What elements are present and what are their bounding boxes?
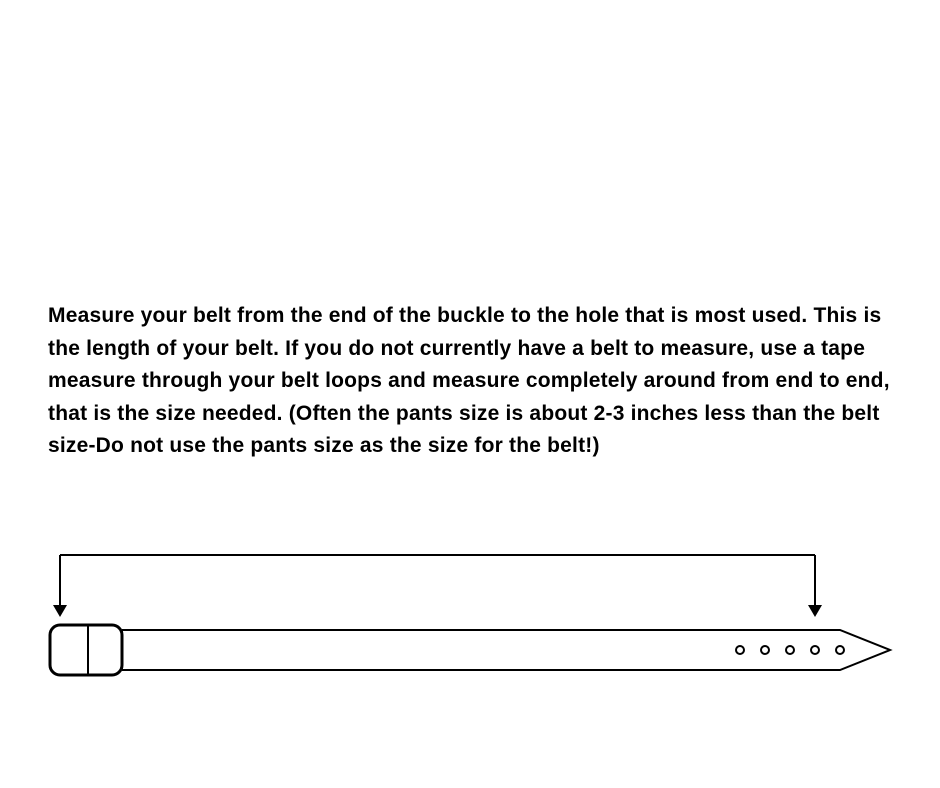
instructions-text: Measure your belt from the end of the bu… (48, 300, 892, 463)
measure-bracket (53, 555, 822, 617)
belt-buckle (50, 625, 122, 675)
arrowhead-right-icon (808, 605, 822, 617)
belt-body (122, 630, 890, 670)
page: Measure your belt from the end of the bu… (0, 0, 940, 788)
belt-holes (736, 646, 844, 654)
belt-measure-svg (40, 535, 900, 695)
belt-measure-diagram (40, 535, 900, 695)
arrowhead-left-icon (53, 605, 67, 617)
